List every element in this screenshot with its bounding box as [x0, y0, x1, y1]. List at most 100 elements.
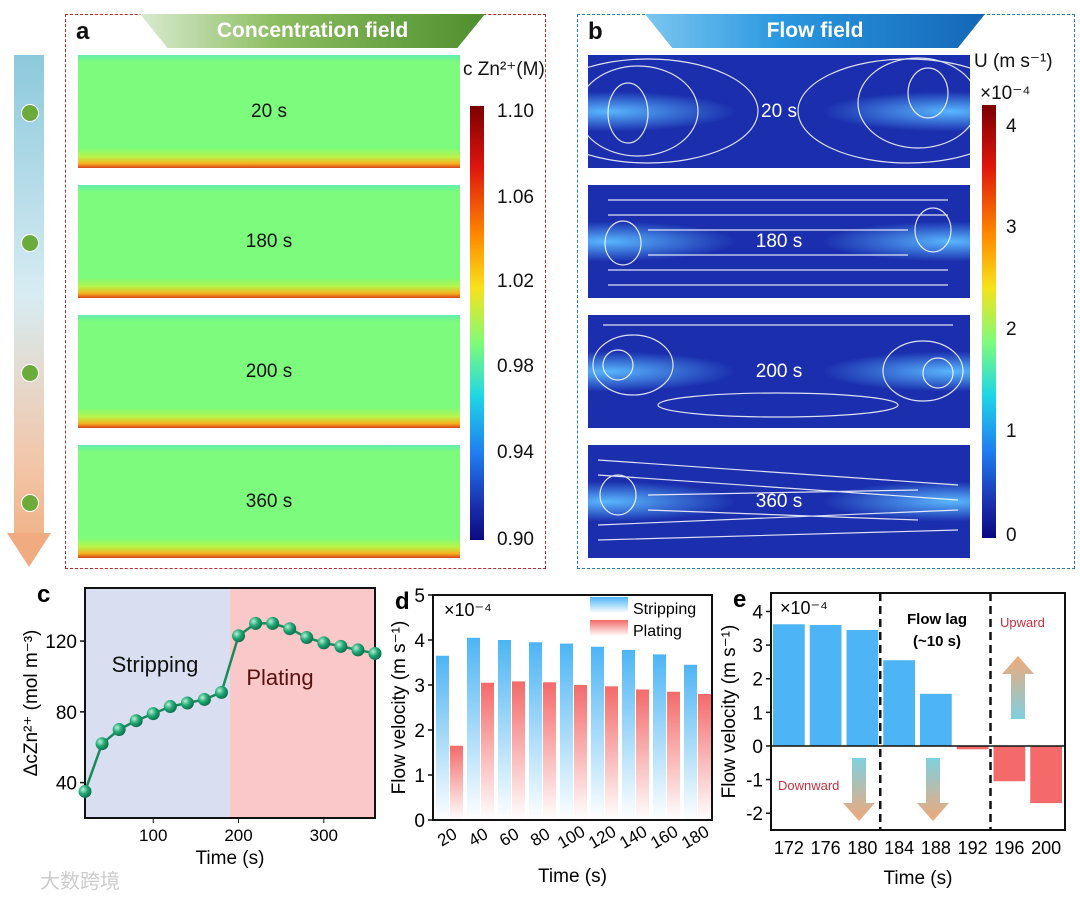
bar-plating — [574, 685, 587, 820]
colorbar-b-scale: ×10⁻⁴ — [980, 83, 1031, 104]
panel-label: e — [733, 586, 746, 613]
data-point — [146, 707, 160, 721]
data-point — [334, 639, 348, 653]
streamlines — [597, 459, 959, 541]
streamlines — [604, 199, 952, 286]
chart-c: Stripping Plating 100 200 300 40 80 120 Time (s)… — [21, 581, 382, 869]
bar-plating — [481, 682, 494, 820]
downward-arrow-icon — [843, 758, 875, 821]
concentration-field-360s: 360 s — [78, 445, 460, 558]
data-point — [368, 646, 382, 660]
data-point — [351, 643, 365, 657]
x-tick-label: 184 — [884, 838, 914, 858]
y-tick-label: 40 — [56, 774, 77, 795]
y-tick-label: -1 — [746, 771, 763, 792]
y-tick-label: 5 — [414, 586, 425, 607]
bar — [1030, 745, 1062, 804]
y-tick-label: 1 — [752, 703, 763, 724]
y-tick-label: 4 — [752, 602, 763, 623]
plot-frame — [84, 587, 376, 819]
plot-frame — [432, 594, 713, 821]
bar-plating — [605, 686, 618, 820]
bar-stripping — [436, 655, 449, 820]
x-tick-label: 188 — [921, 838, 951, 858]
time-marker — [21, 104, 39, 122]
region-label: Plating — [246, 665, 313, 690]
flow-field-360s: 360 s — [588, 445, 970, 558]
field-time-label: 200 s — [245, 360, 293, 382]
time-marker — [21, 364, 39, 382]
y-tick-label: 3 — [414, 676, 425, 697]
bar — [809, 624, 842, 746]
data-point — [163, 700, 177, 714]
data-point — [214, 685, 228, 699]
data-point — [112, 723, 126, 737]
data-point — [266, 616, 280, 630]
colorbar-a-tick: 0.94 — [497, 442, 534, 463]
annotation-upward: Upward — [1000, 615, 1045, 630]
bar-stripping — [684, 664, 697, 820]
data-point — [95, 737, 109, 751]
data-point — [232, 629, 246, 643]
data-point — [300, 631, 314, 645]
legend-label: Stripping — [633, 601, 696, 618]
colorbar-b-title: U (m s⁻¹) — [974, 51, 1053, 72]
x-tick-label: 300 — [310, 826, 338, 845]
y-tick-label: 0 — [414, 811, 425, 832]
panel-label: c — [37, 581, 50, 608]
x-tick-label: 100 — [139, 826, 167, 845]
x-axis-label: Time (s) — [538, 866, 607, 887]
legend-swatch-stripping — [590, 597, 628, 613]
bar-stripping — [467, 637, 480, 820]
bar-plating — [543, 682, 556, 820]
bar-stripping — [591, 646, 604, 820]
panel-a-banner: Concentration field — [140, 14, 485, 48]
concentration-field-200s: 200 s — [78, 315, 460, 428]
time-arrow — [14, 55, 44, 535]
concentration-field-20s: 20 s — [78, 55, 460, 168]
streamlines — [588, 57, 970, 164]
watermark: 大数跨境 — [40, 870, 120, 893]
colorbar-b-tick: 3 — [1006, 217, 1017, 238]
field-time-label: 360 s — [755, 490, 803, 512]
annotation-flow-lag: (~10 s) — [913, 633, 961, 650]
y-tick-label: 120 — [45, 632, 77, 653]
data-point — [283, 622, 297, 636]
bar — [883, 660, 915, 746]
bar-stripping — [529, 642, 542, 820]
y-tick-label: 4 — [414, 631, 425, 652]
x-tick-label: 172 — [774, 838, 804, 858]
x-tick-label: 160 — [647, 822, 681, 853]
y-tick-label: 2 — [414, 721, 425, 742]
x-tick-label: 200 — [224, 826, 252, 845]
time-marker — [21, 234, 39, 252]
flow-field-20s: 20 s — [588, 55, 970, 168]
x-tick-label: 180 — [678, 822, 712, 853]
time-marker — [21, 494, 39, 512]
x-axis-label: Time (s) — [196, 848, 265, 869]
legend-swatch-plating — [590, 620, 628, 636]
bar — [956, 745, 989, 750]
field-time-label: 360 s — [245, 490, 293, 512]
y-tick-label: 1 — [414, 766, 425, 787]
x-tick-label: 192 — [958, 838, 988, 858]
x-tick-label: 80 — [527, 824, 553, 850]
bar-plating — [667, 691, 680, 820]
bar-stripping — [653, 654, 666, 820]
x-tick-label: 176 — [811, 838, 841, 858]
x-tick-label: 200 — [1031, 838, 1061, 858]
y-axis-label: ΔcZn²⁺ (mol m⁻³) — [21, 630, 42, 777]
bar-stripping — [498, 640, 511, 820]
concentration-field-180s: 180 s — [78, 185, 460, 298]
data-point — [317, 636, 331, 650]
colorbar-a-tick: 1.02 — [497, 271, 534, 292]
colorbar-b-tick: 4 — [1006, 116, 1017, 137]
data-point — [129, 714, 143, 728]
scale-note: ×10⁻⁴ — [780, 598, 828, 618]
y-tick-label: 80 — [56, 703, 77, 724]
bar — [846, 629, 879, 746]
flow-field-200s: 200 s — [588, 315, 970, 428]
x-tick-label: 180 — [847, 838, 877, 858]
